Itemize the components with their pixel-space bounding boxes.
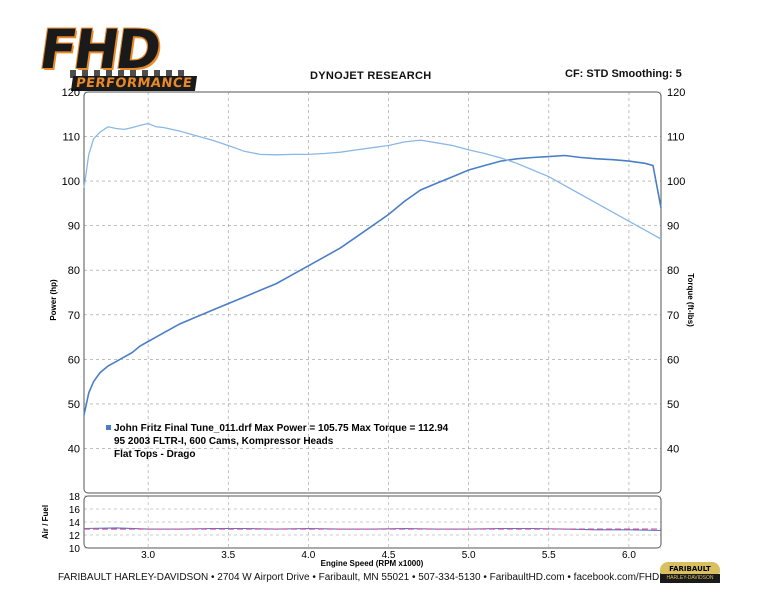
afr-plot-series <box>83 527 662 532</box>
fhd-logo: FHD PERFORMANCE <box>36 18 200 96</box>
y-tick-label: 40 <box>68 443 80 455</box>
legend-swatch <box>106 425 111 430</box>
power-series-line <box>83 154 662 416</box>
afr-plot-frame <box>83 495 662 549</box>
y-tick-label: 120 <box>62 87 80 99</box>
x-tick-label: 4.5 <box>382 550 396 561</box>
legend: John Fritz Final Tune_011.drf Max Power … <box>106 423 449 460</box>
badge-bottom-text: HARLEY-DAVIDSON <box>660 574 720 583</box>
torque-series-line <box>83 122 662 240</box>
x-axis-label: Engine Speed (RPM x1000) <box>321 559 424 568</box>
y-tick-label: 100 <box>62 176 80 188</box>
x-tick-label: 3.0 <box>141 550 155 561</box>
afr-plot-grid <box>84 495 661 549</box>
x-tick-label: 5.0 <box>462 550 476 561</box>
badge-top-text: FARIBAULT <box>660 562 720 574</box>
afr-y-tick-label: 14 <box>69 518 81 529</box>
afr-y-tick-label: 16 <box>69 505 81 516</box>
y2-tick-label: 110 <box>667 132 685 144</box>
y2-tick-label: 70 <box>667 310 679 322</box>
y2-tick-label: 40 <box>667 443 679 455</box>
afr-plot-ticks: 10 12 14 16 18 3.0 3.5 4.0 4.5 5.0 5.5 6.0 <box>69 492 636 561</box>
x-tick-label: 5.5 <box>542 550 556 561</box>
y2-tick-label: 60 <box>667 354 679 366</box>
afr-y-tick-label: 12 <box>69 531 81 542</box>
y-tick-label: 70 <box>68 310 80 322</box>
y-tick-label: 110 <box>62 132 80 144</box>
legend-line-2: 95 2003 FLTR-I, 600 Cams, Kompressor Hea… <box>114 436 334 447</box>
y-tick-label: 80 <box>68 265 80 277</box>
y-axis-label-afr: Air / Fuel <box>41 505 50 539</box>
y2-tick-label: 100 <box>667 176 685 188</box>
checkered-flag-icon <box>70 70 188 78</box>
x-tick-label: 6.0 <box>622 550 636 561</box>
afr-y-tick-label: 18 <box>69 492 81 503</box>
afr-y-tick-label: 10 <box>69 544 81 555</box>
y2-tick-label: 90 <box>667 221 679 233</box>
y-tick-label: 90 <box>68 221 80 233</box>
main-plot-ticks: 40 40 50 50 60 60 70 70 80 80 90 90 100 100 110 110 120 1… <box>62 87 686 455</box>
y-tick-label: 50 <box>68 399 80 411</box>
faribault-hd-badge: FARIBAULT HARLEY-DAVIDSON <box>660 562 720 590</box>
footer-address: FARIBAULT HARLEY-DAVIDSON • 2704 W Airpo… <box>58 572 717 583</box>
chart-title: DYNOJET RESEARCH <box>310 70 432 82</box>
correction-settings: CF: STD Smoothing: 5 <box>565 68 682 80</box>
y2-tick-label: 80 <box>667 265 679 277</box>
y2-tick-label: 50 <box>667 399 679 411</box>
main-plot-frame <box>83 91 662 494</box>
y2-tick-label: 120 <box>667 87 685 99</box>
y-axis-label-torque: Torque (ft-lbs) <box>686 273 695 327</box>
y-axis-label-power: Power (hp) <box>49 279 58 321</box>
legend-line-1: John Fritz Final Tune_011.drf Max Power … <box>114 423 449 434</box>
y-tick-label: 60 <box>68 354 80 366</box>
legend-line-3: Flat Tops - Drago <box>114 449 195 460</box>
main-plot-series <box>83 122 662 416</box>
x-tick-label: 3.5 <box>221 550 235 561</box>
x-tick-label: 4.0 <box>301 550 315 561</box>
